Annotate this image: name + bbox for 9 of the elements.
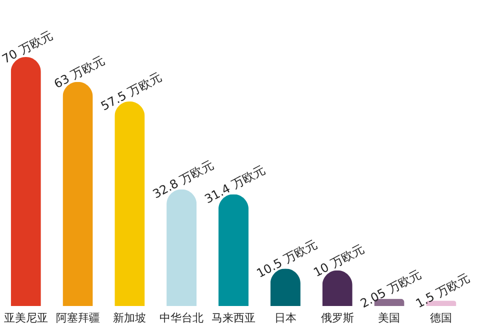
x-tick-label: 日本 [274, 312, 296, 324]
x-tick-label: 中华台北 [160, 312, 204, 324]
x-tick-label: 俄罗斯 [320, 312, 354, 324]
x-tick-label: 亚美尼亚 [4, 312, 48, 324]
x-tick-label: 马来西亚 [212, 312, 256, 324]
x-tick-label: 新加坡 [113, 312, 146, 324]
x-tick-label: 美国 [378, 312, 400, 324]
x-tick-label: 阿塞拜疆 [56, 312, 100, 324]
x-tick-label: 德国 [430, 312, 452, 324]
